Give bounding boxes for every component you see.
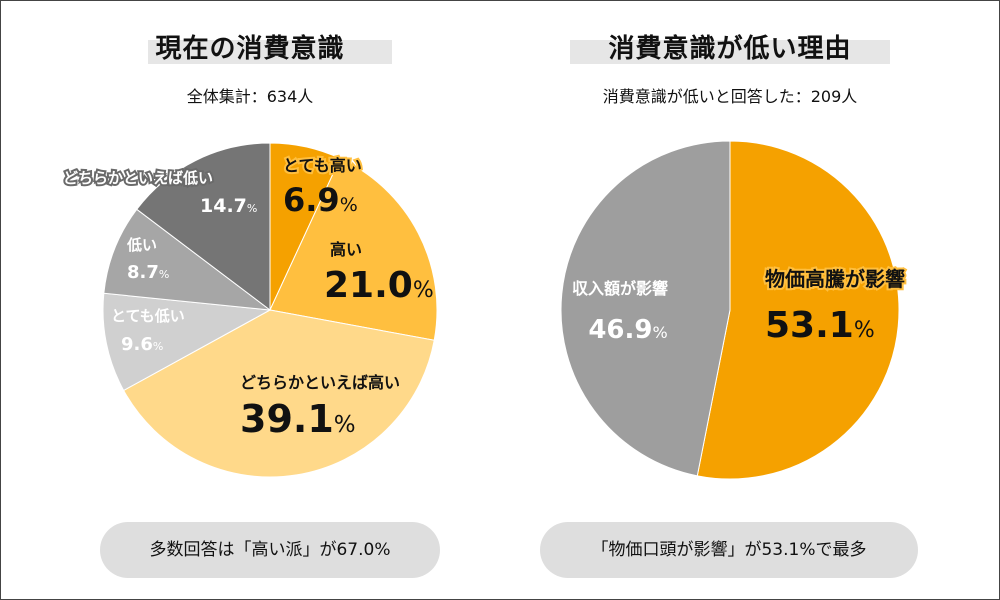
slice-value-label: 6.9% <box>283 181 358 219</box>
pie-slice <box>102 292 272 392</box>
summary-pill: 多数回答は「高い派」が67.0% <box>100 522 440 578</box>
chart-title: 現在の消費意識 <box>155 34 345 64</box>
pie-slice <box>269 157 438 341</box>
pie-slice <box>696 140 900 480</box>
slice-value-label: 9.6% <box>121 334 163 355</box>
slice-label: 物価高騰が影響 <box>765 267 905 291</box>
title-highlight <box>570 40 890 64</box>
pie-chart-low-consumption-reason: 物価高騰が影響 53.1% 収入額が影響 46.9% <box>560 140 907 480</box>
slice-value-label: 46.9% <box>588 315 667 345</box>
slice-value-label: 39.1% <box>240 397 356 441</box>
pie-slice <box>122 309 435 478</box>
panel-current-consumption: 現在の消費意識 全体集計：634人 とても高い 6.9% 高い 21.0% どちらかとい… <box>61 34 440 578</box>
slice-value-label: 21.0% <box>324 265 434 306</box>
summary-pill: 「物価口頭が影響」が53.1%で最多 <box>540 522 918 578</box>
slice-label: 収入額が影響 <box>572 279 668 298</box>
pie-slice <box>136 142 271 312</box>
slice-label: どちらかといえば低い <box>63 169 213 187</box>
slice-value-label: 14.7% <box>200 195 257 217</box>
title-highlight <box>148 40 392 64</box>
pie-chart-current-consumption: とても高い 6.9% 高い 21.0% どちらかといえば高い 39.1% とても低い 9.6%… <box>61 142 438 478</box>
slice-value-label: 53.1% <box>765 305 875 346</box>
pie-slice <box>560 140 731 477</box>
slice-label: 高い <box>330 240 362 259</box>
pie-slice <box>103 208 272 311</box>
slice-label: 低い <box>126 236 157 254</box>
panel-low-consumption-reason: 消費意識が低い理由 消費意識が低いと回答した：209人 物価高騰が影響 53.1%… <box>500 0 1000 600</box>
slice-value-label: 8.7% <box>127 262 169 283</box>
slice-label: とても低い <box>111 307 185 325</box>
chart-title: 消費意識が低い理由 <box>608 34 852 64</box>
slice-label: どちらかといえば高い <box>240 373 400 392</box>
chart-subtitle: 全体集計：634人 <box>186 87 314 106</box>
slice-label: とても高い <box>283 156 362 175</box>
chart-subtitle: 消費意識が低いと回答した：209人 <box>602 87 858 106</box>
